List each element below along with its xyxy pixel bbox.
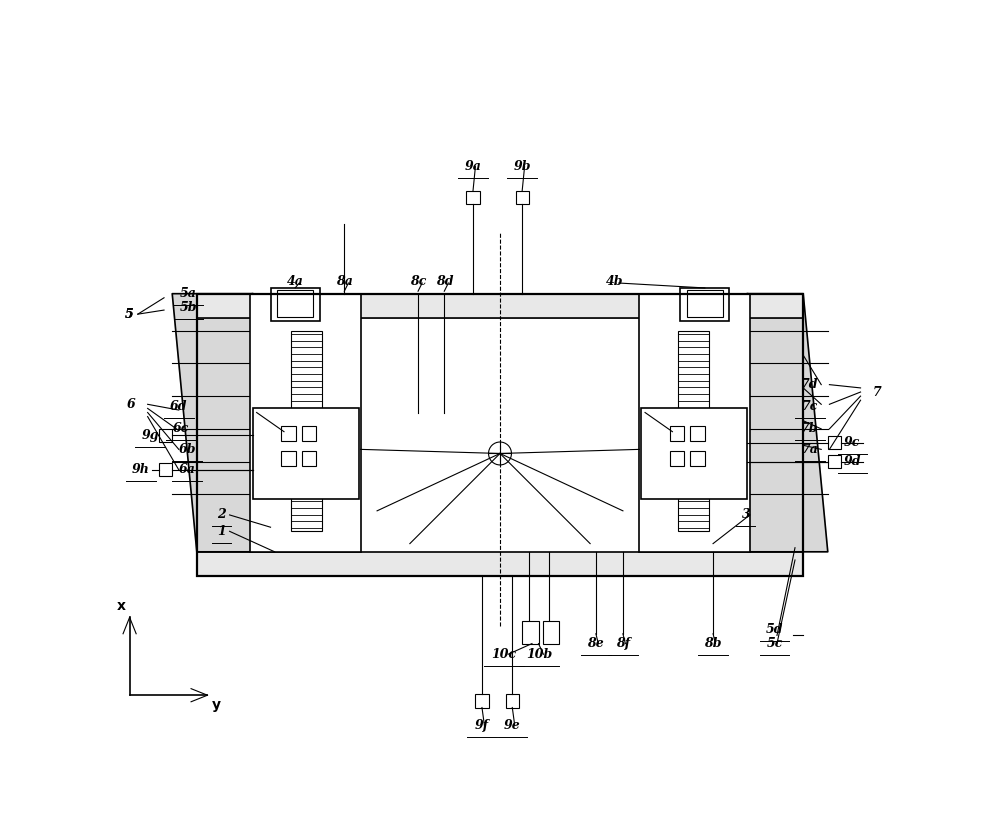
Polygon shape [747, 294, 828, 552]
Text: x: x [117, 599, 126, 613]
Text: 7: 7 [873, 385, 881, 398]
Text: 8d: 8d [436, 275, 453, 288]
Bar [197, 294, 803, 318]
Text: 8a: 8a [336, 275, 353, 288]
Bar [543, 620, 559, 644]
Bar [253, 408, 359, 498]
Bar [690, 451, 705, 466]
Bar [291, 331, 322, 531]
Text: 6: 6 [127, 398, 136, 411]
Text: 9d: 9d [844, 455, 861, 468]
Bar [828, 455, 841, 469]
Text: 5d: 5d [766, 623, 783, 636]
Text: 4b: 4b [606, 275, 623, 288]
Bar [475, 695, 489, 708]
Text: 5b: 5b [180, 301, 197, 314]
Bar [281, 451, 296, 466]
Bar [159, 464, 172, 476]
Bar [302, 451, 316, 466]
Bar [271, 288, 320, 321]
Bar [678, 331, 709, 531]
Text: 9g: 9g [141, 429, 159, 442]
Text: 7d: 7d [801, 378, 818, 391]
Bar [690, 427, 705, 441]
Bar [687, 290, 723, 317]
Text: y: y [212, 698, 221, 712]
Text: 10c: 10c [492, 648, 517, 661]
Bar [828, 436, 841, 450]
Text: 5c: 5c [766, 637, 783, 650]
Text: 8c: 8c [410, 275, 426, 288]
Text: 5a: 5a [180, 287, 197, 300]
Bar [250, 294, 361, 552]
Bar [277, 290, 313, 317]
Bar [516, 191, 529, 205]
Text: 8f: 8f [616, 637, 630, 650]
Text: 9h: 9h [132, 464, 150, 476]
Text: 8e: 8e [588, 637, 604, 650]
Text: 4a: 4a [287, 275, 304, 288]
Bar [302, 427, 316, 441]
Bar [680, 288, 729, 321]
Bar [670, 427, 684, 441]
Text: 6d: 6d [170, 400, 188, 413]
Bar [639, 294, 750, 552]
Bar [641, 408, 747, 498]
Text: 7b: 7b [801, 422, 818, 436]
Text: 5: 5 [125, 308, 134, 321]
Polygon shape [172, 294, 253, 552]
Text: 9b: 9b [513, 160, 531, 173]
Bar [506, 695, 519, 708]
Text: 6b: 6b [178, 443, 196, 456]
Text: 5: 5 [125, 308, 134, 321]
Text: 9e: 9e [504, 719, 521, 732]
Bar [670, 451, 684, 466]
Text: 9a: 9a [465, 160, 481, 173]
Text: 8b: 8b [704, 637, 722, 650]
Bar [197, 552, 803, 577]
Text: 6c: 6c [172, 422, 189, 436]
Bar [466, 191, 480, 205]
Bar [197, 294, 803, 577]
Text: 10b: 10b [526, 648, 552, 661]
Bar [281, 427, 296, 441]
Text: 1: 1 [217, 525, 226, 538]
Bar [522, 620, 539, 644]
Text: 3: 3 [741, 508, 750, 521]
Text: 2: 2 [217, 508, 226, 521]
Bar [159, 429, 172, 442]
Text: 9c: 9c [844, 436, 861, 450]
Text: 7c: 7c [802, 400, 818, 413]
Text: 9f: 9f [475, 719, 489, 732]
Text: 7a: 7a [801, 443, 818, 456]
Text: 6a: 6a [179, 464, 195, 476]
